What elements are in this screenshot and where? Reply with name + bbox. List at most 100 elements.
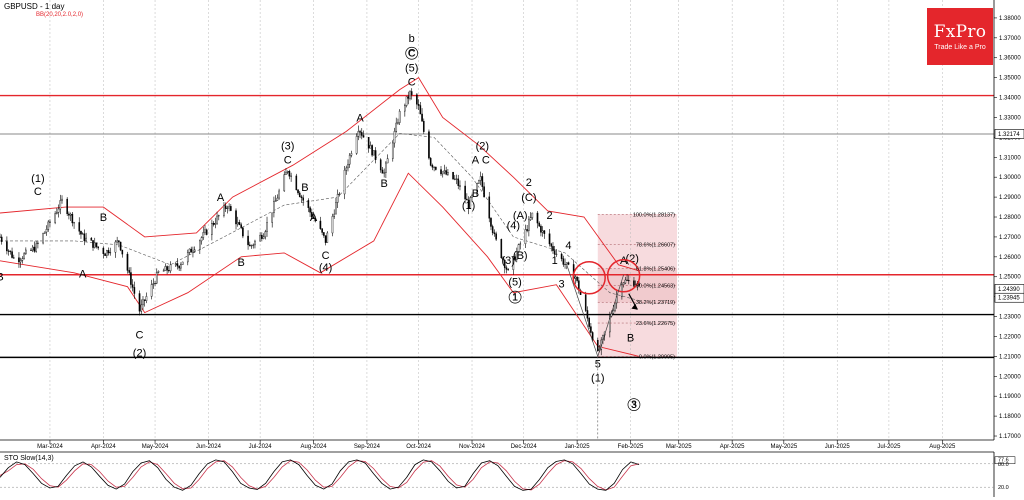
candle-body xyxy=(422,120,425,132)
wave-label: C xyxy=(408,48,416,60)
candle-body xyxy=(211,222,213,235)
date-tick-label: Jan-2025 xyxy=(565,444,591,450)
candle-body xyxy=(495,233,497,240)
candle-body xyxy=(407,96,410,99)
candle-body xyxy=(274,200,277,202)
candle-body xyxy=(180,264,182,269)
candle-body xyxy=(612,310,615,314)
fib-level-label: 61.8%(1.25406) xyxy=(636,267,675,273)
date-tick-label: Mar-2025 xyxy=(666,444,692,450)
candle-body xyxy=(25,249,27,254)
wave-label: B xyxy=(301,182,308,194)
price-label-box xyxy=(994,129,1024,139)
candle-body xyxy=(93,242,96,248)
candle-body xyxy=(483,186,485,198)
candle-body xyxy=(188,248,191,253)
candle-body xyxy=(295,175,298,191)
sto-current-box xyxy=(994,456,1016,464)
date-tick-label: Feb-2025 xyxy=(618,444,644,450)
candle-body xyxy=(59,200,62,210)
candle-body xyxy=(338,193,341,195)
candle-body xyxy=(391,142,394,159)
candle-body xyxy=(455,178,458,180)
candle-body xyxy=(69,213,72,216)
date-tick-label: May-2025 xyxy=(770,444,797,450)
stochastic-panel: 77.680.0 20.0 xyxy=(0,451,1016,497)
candle-body xyxy=(536,212,539,224)
price-tick-label: 1.36000 xyxy=(999,56,1021,62)
candle-body xyxy=(174,263,177,266)
candle-body xyxy=(386,158,389,164)
candle-body xyxy=(395,122,398,132)
candle-body xyxy=(435,166,437,170)
candle-body xyxy=(588,318,590,327)
candle-body xyxy=(371,145,373,156)
candle-body xyxy=(83,233,86,242)
fibonacci-labels: 100.0%(1.28137) 78.6%(1.26607) 61.8%(1.254… xyxy=(597,212,678,360)
candle-body xyxy=(30,249,32,251)
candle-body xyxy=(236,222,239,225)
candle-body xyxy=(476,183,478,196)
date-tick-label: May-2024 xyxy=(142,444,169,450)
candle-body xyxy=(478,180,480,184)
candle-body xyxy=(106,250,108,256)
candle-body xyxy=(298,192,301,197)
candle-body xyxy=(152,283,155,285)
stochastic-title: STO Slow(14,3) xyxy=(4,455,54,462)
candle-body xyxy=(333,213,336,217)
candle-body xyxy=(266,222,268,232)
candle-body xyxy=(81,233,84,235)
candle-body xyxy=(200,237,203,242)
candle-body xyxy=(56,212,58,214)
candle-body xyxy=(416,94,418,105)
candle-body xyxy=(193,249,196,252)
candle-body xyxy=(119,241,122,251)
wave-label: 5 xyxy=(595,358,601,370)
candle-body xyxy=(445,170,447,175)
sto-signal-line xyxy=(0,460,640,491)
candle-body xyxy=(528,219,530,231)
candle-body xyxy=(441,171,444,175)
candle-body xyxy=(143,299,146,301)
price-tick-label: 1.37000 xyxy=(999,36,1021,42)
candle-body xyxy=(130,272,132,285)
date-tick-label: Apr-2024 xyxy=(91,444,116,450)
candle-body xyxy=(12,257,15,259)
candle-body xyxy=(505,267,508,270)
fxpro-logo: FxPro Trade Like a Pro xyxy=(927,8,993,65)
price-tick-label: 1.18000 xyxy=(999,414,1021,420)
candle-body xyxy=(312,216,315,219)
candle-body xyxy=(355,136,358,154)
wave-label: A xyxy=(79,269,87,281)
candle-body xyxy=(271,212,273,223)
wave-label: (3) xyxy=(501,255,514,267)
candle-body xyxy=(440,169,442,175)
candle-body xyxy=(526,229,528,231)
candle-body xyxy=(311,212,313,218)
wave-label: B xyxy=(380,178,387,190)
wave-label: B xyxy=(238,257,245,269)
candle-body xyxy=(273,201,275,214)
price-tick-label: 1.27000 xyxy=(999,235,1021,241)
candle-body xyxy=(199,240,201,250)
candle-body xyxy=(452,172,454,180)
candle-body xyxy=(68,213,70,216)
fib-level-label: 100.0%(1.28137) xyxy=(633,212,675,218)
candle-body xyxy=(155,272,158,284)
candle-body xyxy=(176,263,179,267)
candle-body xyxy=(633,280,635,287)
candle-body xyxy=(590,326,592,333)
candle-body xyxy=(319,220,322,229)
candle-body xyxy=(323,232,325,236)
wave-label: C xyxy=(482,154,490,166)
candle-body xyxy=(409,91,411,99)
price-label-box xyxy=(994,292,1024,303)
candle-body xyxy=(80,231,82,235)
candle-body xyxy=(443,170,446,173)
candle-body xyxy=(348,154,351,165)
candle-body xyxy=(314,218,317,222)
candle-body xyxy=(33,246,36,252)
candle-body xyxy=(531,212,534,218)
candle-body xyxy=(192,250,194,253)
